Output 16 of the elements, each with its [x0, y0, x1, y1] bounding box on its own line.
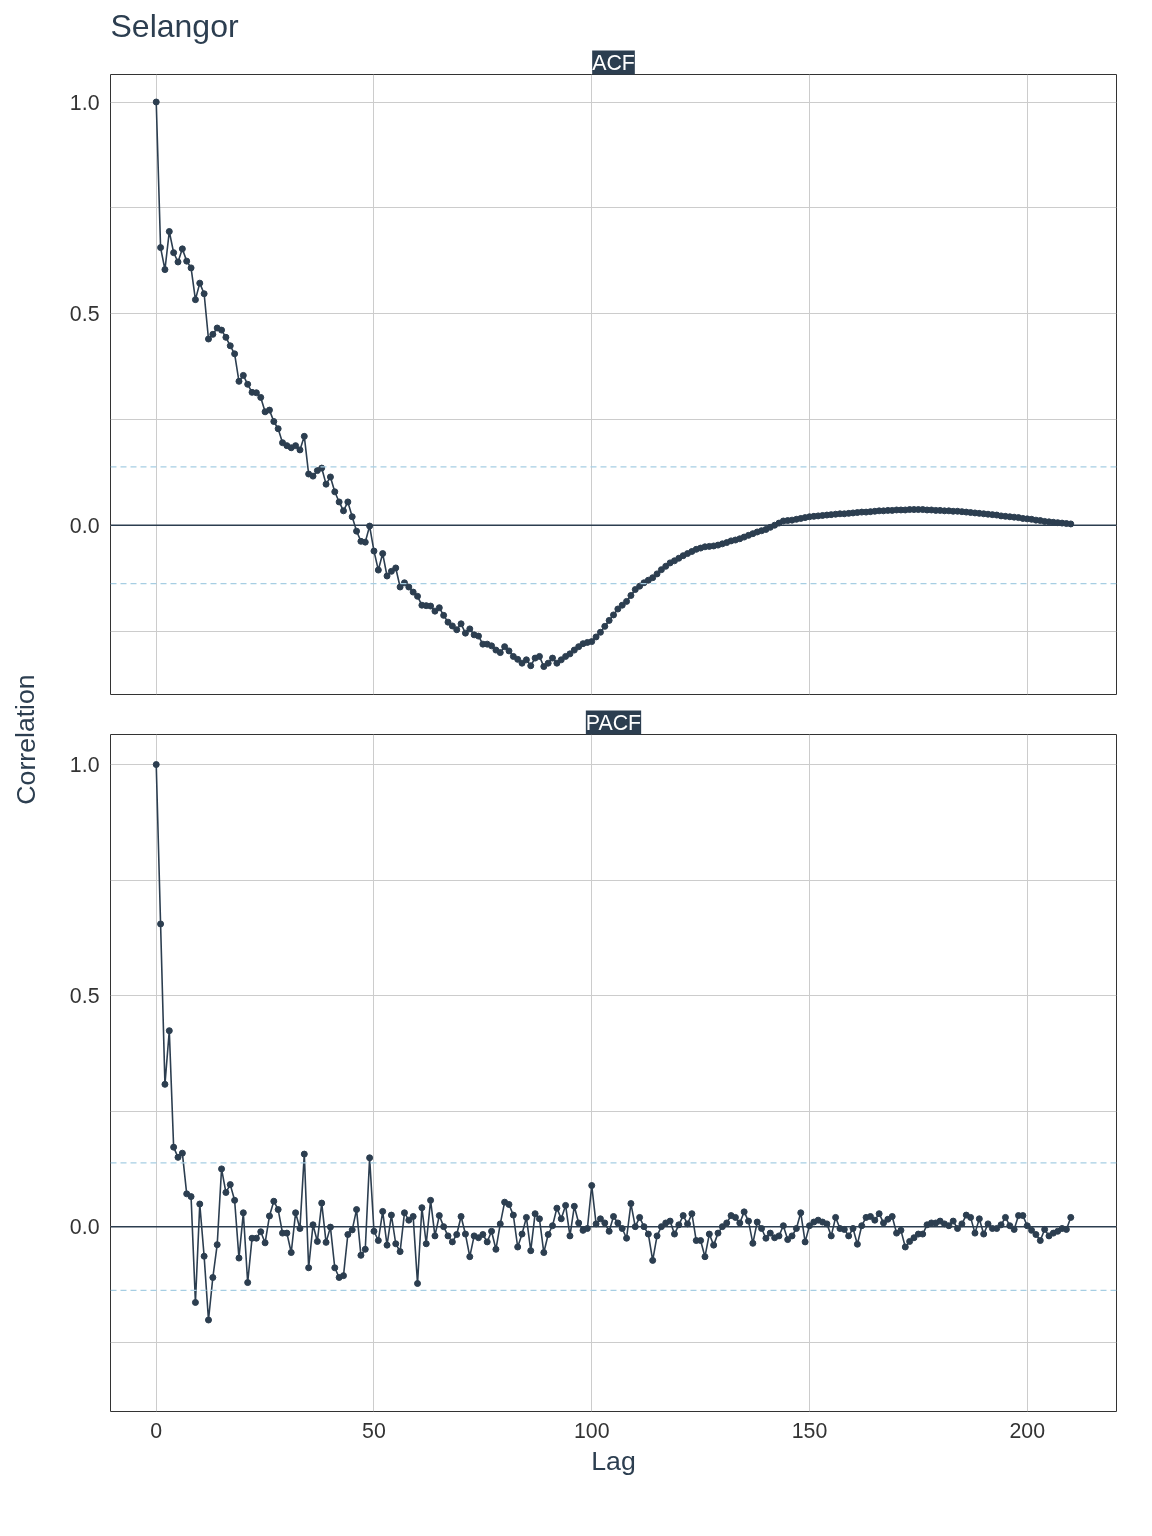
x-tick-label: 150 — [791, 1418, 828, 1443]
y-tick-label: 0.5 — [69, 984, 100, 1009]
x-tick-label: 100 — [573, 1418, 610, 1443]
chart-subtitle: ACF — [592, 50, 635, 75]
x-tick-label: 50 — [362, 1418, 386, 1443]
y-tick-label: 0.0 — [69, 513, 100, 538]
y-tick-label: 0.5 — [69, 302, 100, 327]
y-tick-label: 0.0 — [69, 1215, 100, 1240]
y-axis-title: Correlation — [10, 674, 41, 805]
y-tick-label: 1.0 — [69, 753, 100, 778]
chart-subtitle: PACF — [585, 710, 642, 735]
chart-title: Selangor — [110, 7, 239, 44]
x-tick-label: 200 — [1009, 1418, 1046, 1443]
y-tick-label: 1.0 — [69, 90, 100, 115]
x-axis-title: Lag — [591, 1445, 636, 1476]
x-tick-label: 0 — [150, 1418, 163, 1443]
